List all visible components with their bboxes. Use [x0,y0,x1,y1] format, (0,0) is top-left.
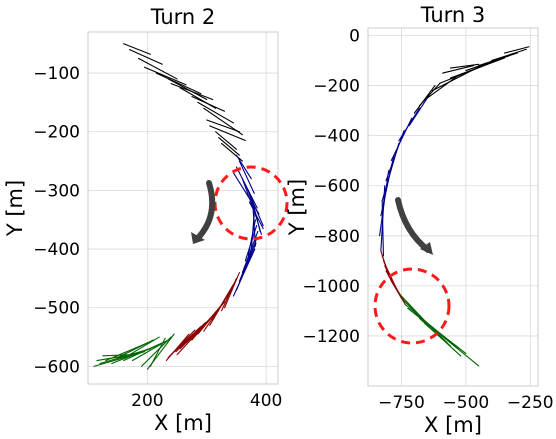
chart-turn-3: Turn 3 X [m] Y [m] −750 −500 −250 0 −200 −400… [285,3,554,437]
y-tick-label: −1200 [302,327,360,347]
turn-arrow [395,197,431,253]
trajectory-segment [167,78,208,101]
trajectory-segment [442,65,475,74]
trajectory-segment [129,49,163,65]
y-tick-label: −200 [33,123,80,143]
x-tick-label: 200 [131,391,163,411]
trajectory-segment [155,72,202,95]
trajectory-segment [248,201,264,230]
trajectory-segment [238,160,255,194]
turn-arrow [195,180,216,241]
series-black [413,46,530,114]
trajectory-segment [431,62,488,92]
trajectory-segment [381,200,385,257]
trajectory-segment [105,342,148,362]
trajectory-segment [149,337,166,367]
trajectory-segment [224,271,240,309]
series-black [123,43,246,162]
y-tick-label: −400 [33,240,80,260]
x-axis-label: X [m] [424,413,482,437]
y-tick-label: −400 [313,127,360,147]
trajectory-segment [221,277,237,312]
y-tick-label: −200 [313,77,360,97]
grid [88,32,278,384]
trajectory-segment [503,46,530,54]
y-axis-label: Y [m] [285,179,309,236]
y-tick-label: −600 [313,177,360,197]
trajectory-segment [140,336,172,367]
trajectory-segment [491,48,527,62]
x-tick-label: −750 [378,393,425,413]
trajectory-segment [235,154,252,180]
annotation-group [191,165,289,244]
x-tick-label: −500 [443,393,490,413]
trajectory-segment [218,137,240,156]
x-axis-label: X [m] [154,411,212,435]
y-tick-label: 0 [349,27,360,47]
trajectory-segment [215,131,237,150]
plot-frame [367,27,539,387]
trajectory-segment [206,119,240,133]
y-tick-label: −100 [33,64,80,84]
trajectory-segment [413,312,480,367]
series-red [165,271,240,362]
series-green [398,292,480,367]
trajectory-segment [244,225,258,262]
arrow-head [191,232,205,244]
trajectory-segment [129,336,160,356]
chart-title: Turn 3 [420,3,486,27]
chart-title: Turn 2 [150,5,216,29]
trajectory-segment [449,63,480,69]
trajectory-segment [232,248,256,297]
trajectory-segment [465,54,511,72]
trajectory-segment [197,101,235,124]
x-tick-label: −250 [507,393,554,413]
y-tick-label: −600 [33,357,80,377]
arrow-head [420,242,433,255]
chart-turn-2: Turn 2 X [m] Y [m] 200 400 −100 −200 −300 −40… [3,5,289,435]
series-blue [379,97,428,257]
trajectory-segment [143,66,187,86]
y-tick-label: −800 [313,227,360,247]
series-blue [232,154,264,297]
annotation-group [373,197,451,345]
series-green [93,333,175,370]
trajectory-segment [408,97,428,127]
trajectory-segment [137,57,178,80]
trajectory-segment [176,318,211,356]
trajectory-segment [390,280,406,306]
trajectory-segment [123,43,151,55]
trajectory-segment [209,125,246,142]
y-axis-label: Y [m] [3,180,27,237]
plot-frame [87,31,279,385]
y-tick-label: −500 [33,299,80,319]
trajectory-segment [238,236,258,282]
grid [368,28,538,386]
trajectory-segment [426,75,459,99]
trajectory-segment [170,83,214,101]
x-tick-label: 400 [250,391,282,411]
trajectory-segment [413,85,436,114]
highlight-circle [373,267,451,345]
trajectory-segment [165,333,190,362]
trajectory-segment [191,95,226,112]
y-tick-label: −1000 [302,277,360,297]
y-tick-label: −300 [33,181,80,201]
